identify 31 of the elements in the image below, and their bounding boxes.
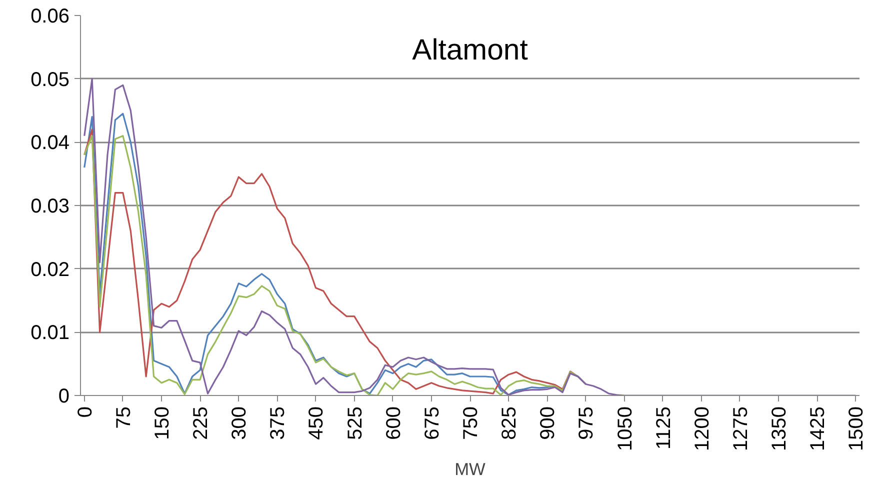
x-tick-label: 675	[421, 406, 444, 440]
y-tick-label: 0.03	[30, 196, 70, 218]
x-tick-label: 75	[112, 406, 135, 429]
x-tick-label: 525	[344, 406, 366, 440]
x-tick-label: 1050	[614, 406, 636, 451]
x-tick-label: 825	[498, 406, 521, 440]
y-tick-label: 0.01	[30, 322, 70, 344]
x-axis-title: MW	[454, 458, 486, 479]
y-tick-label: 0.06	[30, 6, 70, 28]
y-tick-label: 0.04	[30, 132, 70, 154]
y-tick-label: 0.05	[30, 68, 70, 91]
text: Altamont	[412, 34, 528, 66]
x-tick-label: 1425	[807, 406, 830, 451]
x-tick-label: 750	[460, 406, 482, 440]
line-series	[84, 78, 856, 396]
y-tick-label: 0	[58, 386, 70, 408]
x-tick-label: 975	[576, 406, 598, 440]
x-tick-label: 0	[74, 406, 96, 418]
x-tick-label: 300	[228, 406, 251, 440]
x-tick-label: 225	[190, 406, 212, 440]
x-tick-label: 600	[382, 406, 405, 440]
x-tick-label: 1200	[691, 406, 714, 451]
x-tick-label: 1275	[730, 406, 752, 451]
x-tick-label: 450	[306, 406, 328, 440]
y-tick-label: 0.02	[30, 258, 70, 281]
x-tick-label: 900	[537, 406, 560, 440]
x-tick-label: 1350	[768, 406, 791, 451]
x-tick-label: 375	[267, 406, 290, 440]
x-tick-label: 1125	[652, 406, 675, 450]
x-tick-label: 150	[151, 406, 174, 440]
x-tick-label: 1500	[846, 406, 868, 451]
